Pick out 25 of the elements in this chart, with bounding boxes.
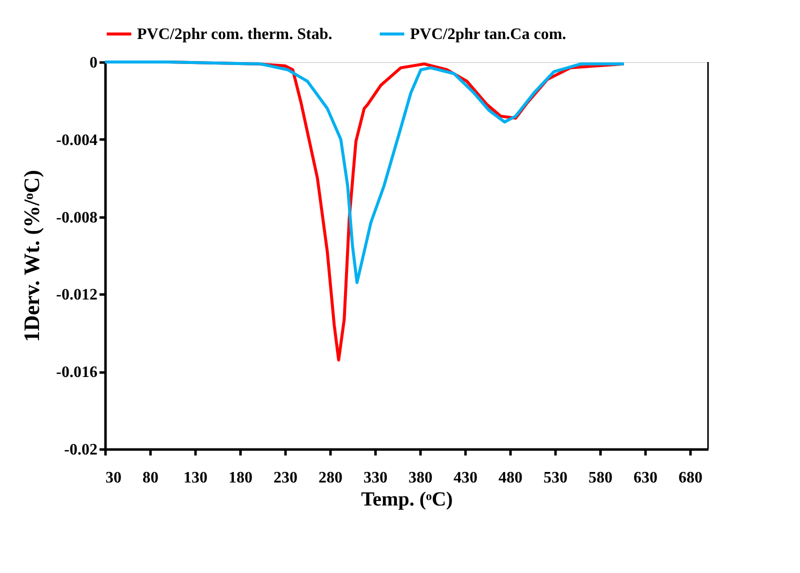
line-series bbox=[104, 60, 626, 284]
x-tick-label: 180 bbox=[228, 470, 252, 486]
x-tick-label: 330 bbox=[364, 470, 388, 486]
x-tick-label: 480 bbox=[498, 470, 522, 486]
y-axis-title: 1Derv. Wt. (%/ᵒC) bbox=[19, 170, 44, 342]
x-tick-label: 430 bbox=[454, 470, 478, 486]
x-tick-label: 530 bbox=[544, 470, 568, 486]
legend-label: PVC/2phr com. therm. Stab. bbox=[137, 26, 332, 43]
x-tick-label: 230 bbox=[274, 470, 298, 486]
x-tick-label: 680 bbox=[678, 470, 702, 486]
x-tick-label: 580 bbox=[588, 470, 612, 486]
x-axis-title: Temp. (ᵒC) bbox=[361, 488, 453, 510]
y-tick-label: -0.016 bbox=[56, 364, 98, 382]
y-tick-label: -0.012 bbox=[56, 286, 98, 304]
x-tick-label: 130 bbox=[184, 470, 208, 486]
x-tick-label: 630 bbox=[634, 470, 658, 486]
x-tick-label: 30 bbox=[106, 470, 122, 486]
x-tick-label: 280 bbox=[318, 470, 342, 486]
y-tick-label: 0 bbox=[90, 54, 98, 72]
x-tick-label: 380 bbox=[408, 470, 432, 486]
y-tick-label: -0.004 bbox=[56, 132, 98, 149]
y-tick-label: -0.008 bbox=[56, 209, 98, 226]
y-tick-label: -0.02 bbox=[64, 442, 98, 458]
legend-label: PVC/2phr tan.Ca com. bbox=[410, 26, 566, 43]
x-tick-label: 80 bbox=[142, 470, 158, 486]
